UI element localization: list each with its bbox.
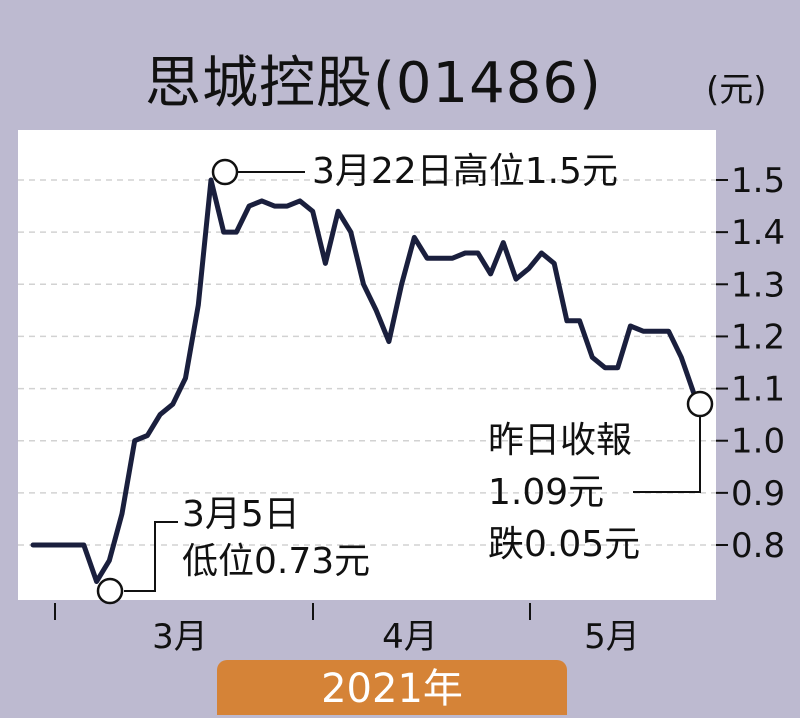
last-annotation-change: 跌0.05元 — [488, 524, 640, 565]
chart-title: 思城控股(01486) — [145, 51, 602, 116]
y-axis-ticks: 1.5 1.4 1.3 1.2 1.1 1.0 0.9 0.8 — [716, 161, 785, 566]
x-month-label: 4月 — [382, 617, 438, 657]
y-tick-label: 1.0 — [731, 422, 785, 462]
x-month-label: 3月 — [152, 617, 208, 657]
price-line — [30, 177, 697, 584]
low-marker — [96, 577, 124, 605]
y-tick-label: 1.5 — [731, 161, 785, 201]
y-tick-label: 0.9 — [731, 474, 785, 514]
last-annotation-title: 昨日收報 — [488, 420, 632, 461]
low-annotation-date: 3月5日 — [182, 494, 300, 535]
high-marker — [211, 158, 239, 186]
unit-label: (元) — [706, 70, 767, 110]
low-leader-line — [124, 521, 178, 592]
last-leader-line — [633, 416, 701, 493]
x-axis-ticks: 3月 4月 5月 — [54, 603, 640, 657]
y-tick-label: 0.8 — [731, 526, 785, 566]
y-tick-label: 1.2 — [731, 317, 785, 357]
high-annotation: 3月22日高位1.5元 — [312, 151, 618, 192]
last-annotation-price: 1.09元 — [488, 472, 604, 513]
x-month-label: 5月 — [584, 617, 640, 657]
year-badge: 2021年 — [217, 660, 567, 715]
last-marker — [686, 390, 714, 418]
y-tick-label: 1.3 — [731, 265, 785, 305]
y-tick-label: 1.4 — [731, 213, 785, 253]
y-tick-label: 1.1 — [731, 370, 785, 410]
low-annotation-value: 低位0.73元 — [182, 541, 370, 582]
